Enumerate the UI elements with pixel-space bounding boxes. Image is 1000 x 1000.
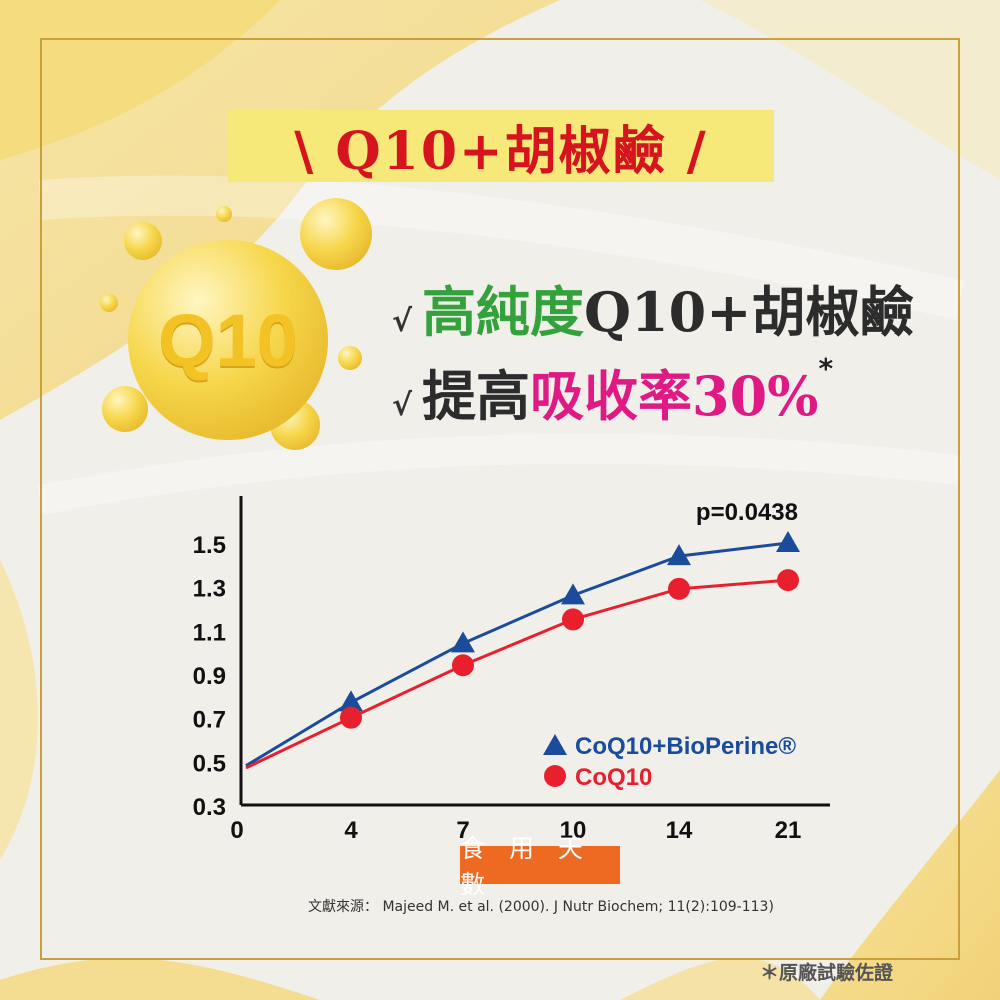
legend-label: CoQ10+BioPerine® [575,733,796,760]
legend-circle-icon [544,765,566,787]
data-point-circle [452,654,474,677]
x-tick-label: 10 [560,817,587,844]
trial-note: ＊原廠試驗佐證 [760,962,894,984]
small-orb [124,222,162,260]
q10-badge: Q10 [158,298,298,382]
x-tick-label: 4 [344,817,358,844]
claim-purity-highlight: 高純度 [422,281,585,344]
reference-source: 文獻來源： Majeed M. et al. (2000). J Nutr Bi… [308,899,774,915]
data-point-circle [340,706,362,729]
data-point-triangle [667,544,691,566]
x-tick-label: 7 [456,817,469,844]
y-tick-label: 0.5 [193,750,226,777]
small-orb [102,386,148,432]
claim-absorption-highlight: 吸收率30% [530,364,819,428]
data-point-triangle [561,583,585,605]
small-orb [300,198,372,270]
x-tick-label: 0 [230,817,243,844]
claim-absorption: √ 提高吸收率30%* [392,352,833,431]
page-title: \ Q10+胡椒鹼 / [294,120,708,182]
y-tick-label: 1.1 [193,619,226,646]
y-tick-label: 0.9 [193,663,226,690]
y-tick-label: 0.7 [193,707,226,734]
legend-triangle-icon [543,734,567,755]
q10-orb: Q10 [128,240,328,440]
y-tick-label: 1.3 [193,576,226,603]
y-tick-label: 0.3 [193,794,226,821]
series-line-coq10 [245,578,789,770]
series-line-bioperine [245,541,789,767]
claim-absorption-text: 提高 [422,364,531,428]
gold-frame [40,38,960,960]
data-point-circle [777,569,799,592]
data-point-triangle [339,690,363,712]
footnote-star: * [818,352,834,385]
data-point-circle [668,577,690,600]
x-tick-label: 14 [666,817,693,844]
check-icon: √ [392,304,413,339]
small-orb [338,346,362,370]
legend-label: CoQ10 [575,764,652,791]
title-banner: \ Q10+胡椒鹼 / [228,110,774,182]
small-orb [216,206,232,222]
x-axis-label: 食 用 天 數 [460,834,620,899]
y-tick-label: 1.5 [193,532,226,559]
claim-purity: √ 高純度Q10+胡椒鹼 [392,268,913,347]
claim-purity-text: Q10+胡椒鹼 [584,280,914,344]
data-point-triangle [776,531,800,552]
check-icon: √ [392,388,413,423]
small-orb [100,294,118,312]
data-point-triangle [451,631,475,653]
p-value-annotation: p=0.0438 [696,499,798,526]
data-point-circle [562,608,584,631]
x-tick-label: 21 [775,817,802,844]
